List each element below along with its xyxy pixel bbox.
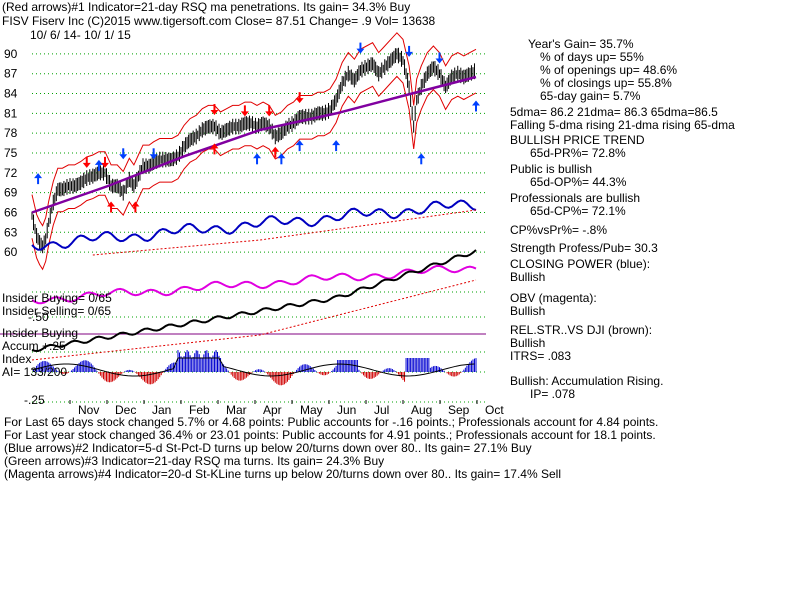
closing-power-line (31, 199, 477, 251)
stat-65day-gain: 65-day gain= 5.7% (540, 89, 641, 103)
public-is-bullish: Public is bullish (510, 162, 593, 176)
accum-ma-line (31, 357, 475, 377)
y-tick-label: 78 (4, 126, 18, 140)
op-pct: 65d-OP%= 44.3% (530, 175, 627, 189)
red-arrow-down-head (295, 98, 304, 104)
stat-days-up: % of days up= 55% (540, 50, 644, 64)
footer-line-4: (Green arrows)#3 Indicator=21-day RSQ ma… (4, 454, 385, 468)
ip-value: IP= .078 (530, 387, 576, 401)
blue-arrow-up-head (295, 140, 304, 146)
y-tick-label: 81 (4, 106, 18, 120)
ai-label: AI= 133/200 (2, 365, 68, 379)
x-tick-label: Mar (226, 403, 247, 417)
y-tick-label: 90 (4, 47, 18, 61)
obv-value: Bullish (510, 304, 546, 318)
ma-line (31, 75, 477, 214)
x-tick-label: Jul (374, 403, 389, 417)
professionals-bullish: Professionals are bullish (510, 191, 641, 205)
relative-strength-line (31, 249, 477, 353)
y-tick-label: 72 (4, 166, 18, 180)
red-arrow-down-head (265, 111, 274, 117)
y-tick-label: 60 (4, 245, 18, 259)
footer-line-3: (Blue arrows)#2 Indicator=5-d St-Pct-D t… (4, 441, 532, 455)
red-arrow-up-head (107, 201, 116, 207)
x-tick-label: Oct (485, 403, 504, 417)
stat-closings-up: % of closings up= 55.8% (540, 76, 672, 90)
header-line-1: (Red arrows)#1 Indicator=21-day RSQ ma p… (2, 0, 411, 14)
footer-line-5: (Magenta arrows)#4 Indicator=20-d St-KLi… (4, 467, 561, 481)
insider-buying-label: Insider Buying (2, 326, 79, 340)
pr-pct: 65d-PR%= 72.8% (530, 146, 626, 160)
y-tick-label: 69 (4, 186, 18, 200)
red-arrow-down-head (82, 162, 91, 168)
blue-arrow-down-head (435, 58, 444, 64)
blue-arrow-up-head (417, 153, 426, 159)
red-arrow-down-head (240, 111, 249, 117)
x-tick-label: Aug (411, 403, 432, 417)
cp-pct: 65d-CP%= 72.1% (530, 204, 626, 218)
blue-arrow-up-head (277, 153, 286, 159)
dma-trend: Falling 5-dma rising 21-dma rising 65-dm… (510, 118, 735, 132)
x-tick-label: Jun (337, 403, 356, 417)
red-arrow-down-head (100, 162, 109, 168)
y-tick-label: 84 (4, 87, 18, 101)
x-tick-label: Jan (152, 403, 171, 417)
red-arrow-up-head (210, 143, 219, 149)
blue-arrow-up-head (94, 159, 103, 165)
relstr-label: REL.STR..VS DJI (brown): (510, 323, 653, 337)
red-arrow-down-head (210, 110, 219, 116)
bullish-price-trend: BULLISH PRICE TREND (510, 133, 645, 147)
blue-arrow-down-head (149, 154, 158, 160)
footer-line-2: For Last year stock changed 36.4% or 23.… (4, 428, 656, 442)
date-range: 10/ 6/ 14- 10/ 1/ 15 (30, 28, 131, 42)
blue-arrow-up-head (34, 173, 43, 179)
blue-arrow-down-head (356, 48, 365, 54)
header-line-2: FISV Fiserv Inc (C)2015 www.tigersoft.co… (2, 14, 436, 28)
x-tick-label: Apr (263, 403, 282, 417)
obv-minus50: -.50 (28, 310, 49, 324)
red-arrow-up-head (131, 201, 140, 207)
accumulation-note: Bullish: Accumulation Rising. (510, 374, 664, 388)
closing-power-value: Bullish (510, 270, 546, 284)
strength-prof-pub: Strength Profess/Pub= 30.3 (510, 241, 658, 255)
stat-years-gain: Year's Gain= 35.7% (528, 37, 634, 51)
insider-buying-count: Insider Buying= 0/65 (2, 291, 112, 305)
rs-trend (31, 279, 477, 361)
obv-label: OBV (magenta): (510, 291, 597, 305)
index-label: Index (2, 352, 32, 366)
relstr-value: Bullish (510, 336, 546, 350)
closing-power-label: CLOSING POWER (blue): (510, 257, 651, 271)
footer-line-1: For Last 65 days stock changed 5.7% or 4… (4, 415, 659, 429)
stat-openings-up: % of openings up= 48.6% (540, 63, 678, 77)
cp-vs-pr: CP%vsPr%= -.8% (510, 223, 608, 237)
y-tick-label: 75 (4, 146, 18, 160)
lower-band (31, 75, 477, 271)
y-tick-label: 87 (4, 67, 18, 81)
obv-line (31, 264, 477, 305)
x-tick-label: Nov (78, 403, 99, 417)
x-tick-label: Dec (115, 403, 136, 417)
itrs-value: ITRS= .083 (510, 349, 572, 363)
x-tick-label: Sep (448, 403, 470, 417)
blue-arrow-up-head (472, 100, 480, 106)
y-tick-label: 63 (4, 225, 18, 239)
insider-selling-count: Insider Selling= 0/65 (2, 304, 112, 318)
upper-band (31, 32, 477, 227)
blue-arrow-up-head (332, 140, 341, 146)
dma-values: 5dma= 86.2 21dma= 86.3 65dma=86.5 (510, 105, 718, 119)
accum-minus25: -.25 (24, 393, 45, 407)
y-tick-label: 66 (4, 205, 18, 219)
cp-trend (92, 209, 477, 256)
blue-arrow-down-head (119, 154, 128, 160)
x-tick-label: Feb (189, 403, 210, 417)
x-tick-label: May (300, 403, 323, 417)
accum-label: Accum +.25 (2, 339, 66, 353)
blue-arrow-up-head (253, 153, 262, 159)
red-arrow-up-head (271, 146, 280, 152)
blue-arrow-down-head (405, 51, 414, 57)
